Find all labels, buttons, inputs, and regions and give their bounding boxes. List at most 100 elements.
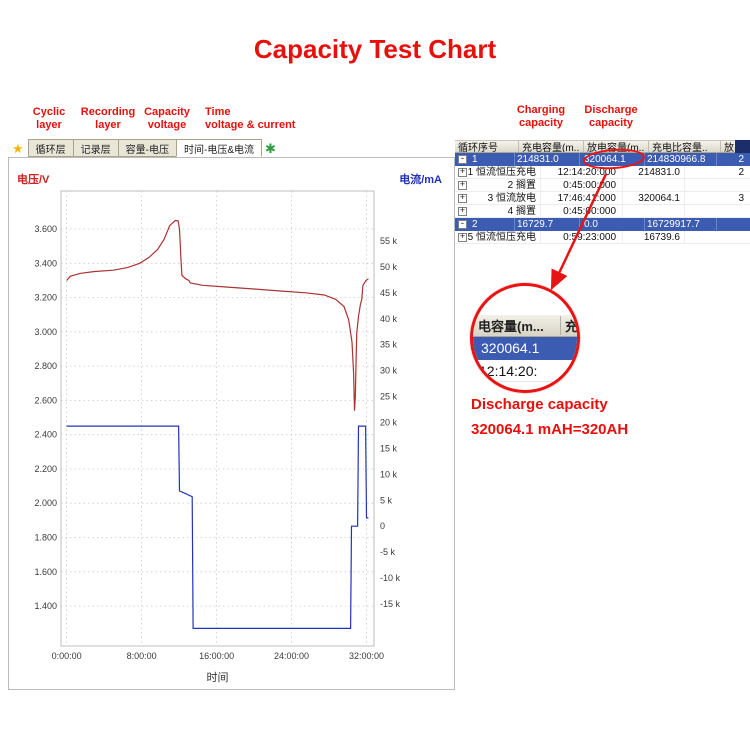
table-cell: 2 (717, 153, 750, 166)
table-cell: 0:59:23:000 (541, 230, 623, 244)
voltage-curve (66, 219, 369, 411)
magnified-column-header: 电容量(m... (478, 319, 544, 334)
expand-icon[interactable]: + (458, 192, 467, 203)
expand-icon[interactable]: + (458, 179, 467, 190)
collapse-icon[interactable]: - (458, 153, 467, 164)
y-right-tick-label: -5 k (380, 547, 396, 557)
y-right-tick-label: -15 k (380, 599, 401, 609)
tab-capacity-voltage[interactable]: 容量-电压 (117, 139, 177, 157)
y-right-tick-label: 15 k (380, 443, 398, 453)
y-left-tick-label: 1.400 (34, 601, 57, 611)
y-left-tick-label: 3.600 (34, 224, 57, 234)
y-left-tick-label: 2.800 (34, 361, 57, 371)
table-cell: 16729.7 (515, 217, 580, 231)
table-cell: 2 (685, 166, 750, 179)
y-right-tick-label: 20 k (380, 418, 398, 428)
table-cell: 16729917.7 (645, 217, 717, 231)
annotation-charging-capacity: Charging capacity (516, 104, 566, 129)
collapse-icon[interactable]: - (458, 218, 467, 229)
column-header[interactable]: 充电比容量.. (649, 141, 721, 152)
header-corner-cell (735, 140, 750, 153)
y-right-tick-label: 10 k (380, 469, 398, 479)
y-right-tick-label: 5 k (380, 495, 393, 505)
table-cell (685, 205, 750, 218)
annotation-discharge-capacity: Discharge capacity (584, 104, 638, 129)
magnifier-circle: 电容量(m... 充 320064.1 12:14:20: (470, 283, 580, 393)
x-tick-label: 32:00:00 (349, 651, 384, 661)
table-cell: 16739.6 (623, 230, 685, 244)
tab-time-voltage-current[interactable]: 时间-电压&电流 (176, 139, 262, 157)
magnified-value-cell: 320064.1 (473, 337, 577, 360)
cycle-row[interactable]: -1 214831.0 320064.1 214830966.8 2 (455, 152, 750, 166)
annotation-capacity-voltage: Capacity voltage (144, 106, 190, 131)
expand-icon[interactable]: + (458, 166, 467, 177)
expand-icon[interactable]: + (458, 205, 467, 216)
step-row[interactable]: +3 恒流放电 17:46:41:000 320064.1 3 (455, 191, 750, 205)
cycle-row[interactable]: -2 16729.7 0.0 16729917.7 (455, 217, 750, 231)
x-tick-label: 8:00:00 (127, 651, 157, 661)
y-left-tick-label: 3.000 (34, 327, 57, 337)
y-left-tick-label: 1.800 (34, 533, 57, 543)
y-right-tick-label: 35 k (380, 340, 398, 350)
expand-icon[interactable]: + (458, 231, 467, 242)
y-left-tick-label: 3.400 (34, 258, 57, 268)
table-cell: 12:14:20:000 (541, 165, 623, 179)
column-header[interactable]: 循环序号 (455, 141, 519, 152)
tab-cyclic-layer[interactable]: 循环层 (27, 139, 74, 157)
y-right-tick-label: 30 k (380, 366, 398, 376)
table-cell: 2 搁置 (467, 178, 541, 192)
table-cell (623, 204, 685, 218)
table-cell: 1 (467, 152, 515, 166)
tab-bar: ★ 循环层 记录层 容量-电压 时间-电压&电流 ✱ (8, 138, 455, 157)
table-cell: 0:45:00:000 (541, 178, 623, 192)
table-cell (717, 218, 750, 231)
chart-plot: 0:00:00 8:00:00 16:00:00 24:00:00 32:00:00 3.… (34, 190, 401, 661)
annotation-time-voltage-current: Time voltage & current (205, 106, 296, 131)
table-cell: 17:46:41:000 (541, 191, 623, 205)
table-cell: 214830966.8 (645, 152, 717, 166)
table-cell: 5 恒流恒压充电 (467, 230, 541, 244)
table-cell (685, 179, 750, 192)
table-cell: 1 恒流恒压充电 (467, 165, 541, 179)
voltage-axis-label: 电压/V (17, 174, 50, 186)
magnified-next-column-header: 充 (560, 316, 577, 335)
column-header[interactable]: 放电容量(m.. (584, 141, 649, 152)
step-row[interactable]: +4 搁置 0:45:00:000 (455, 204, 750, 218)
table-cell: 320064.1 (580, 152, 645, 166)
annotation-cyclic-layer: Cyclic layer (32, 106, 66, 131)
step-row[interactable]: +2 搁置 0:45:00:000 (455, 178, 750, 192)
annotation-recording-layer: Recording layer (80, 106, 136, 131)
y-right-tick-label: 40 k (380, 314, 398, 324)
page-title: Capacity Test Chart (253, 34, 497, 64)
table-cell: 214831.0 (515, 152, 580, 166)
tab-list: 循环层 记录层 容量-电压 时间-电压&电流 (27, 139, 262, 157)
table-cell: 0.0 (580, 217, 645, 231)
x-tick-label: 0:00:00 (52, 651, 82, 661)
column-header[interactable]: 充电容量(m.. (519, 141, 584, 152)
x-tick-label: 16:00:00 (199, 651, 234, 661)
table-cell (685, 231, 750, 244)
y-left-tick-label: 1.600 (34, 567, 57, 577)
tab-recording-layer[interactable]: 记录层 (72, 139, 119, 157)
table-cell: 0:45:00:000 (541, 204, 623, 218)
step-row[interactable]: +5 恒流恒压充电 0:59:23:000 16739.6 (455, 230, 750, 244)
x-tick-label: 24:00:00 (274, 651, 309, 661)
y-right-tick-label: -10 k (380, 573, 401, 583)
plot-area (60, 190, 375, 647)
table-cell: 3 (685, 192, 750, 205)
y-left-tick-label: 2.000 (34, 498, 57, 508)
table-cell: 2 (467, 217, 515, 231)
y-right-tick-label: 0 (380, 521, 385, 531)
y-right-tick-label: 55 k (380, 236, 398, 246)
favorite-star-icon[interactable]: ★ (12, 141, 24, 156)
table-cell: 3 恒流放电 (467, 191, 541, 205)
current-curve (66, 425, 369, 629)
callout-capacity-value: 320064.1 mAH=320AH (471, 421, 629, 438)
table-cell: 214831.0 (623, 165, 685, 179)
time-axis-label: 时间 (206, 672, 229, 684)
green-star-icon[interactable]: ✱ (265, 141, 276, 156)
y-left-tick-label: 2.200 (34, 464, 57, 474)
table-cell: 4 搁置 (467, 204, 541, 218)
